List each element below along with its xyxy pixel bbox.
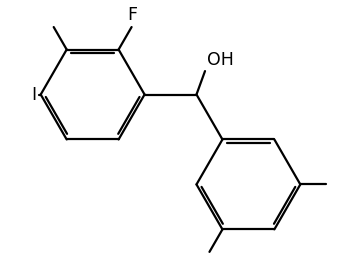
Text: I: I	[32, 85, 37, 104]
Text: OH: OH	[208, 51, 234, 69]
Text: F: F	[127, 5, 137, 24]
